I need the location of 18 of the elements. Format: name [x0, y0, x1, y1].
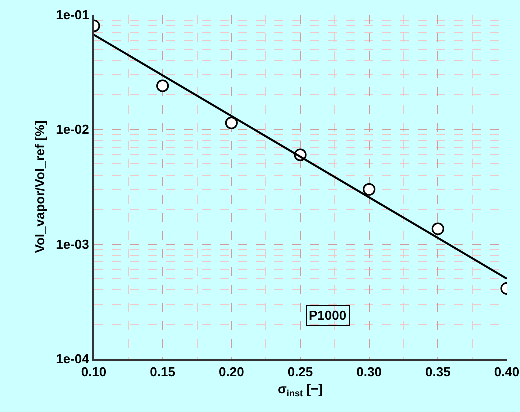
y-tick-label: 1e-01	[56, 8, 90, 23]
x-tick-label: 0.20	[219, 364, 244, 380]
point	[156, 80, 170, 92]
x-axis-title: σ$_{inst}$ [−]	[278, 382, 323, 398]
x-tick-label: 0.40	[494, 364, 520, 380]
annotation: P1000	[309, 308, 347, 323]
point	[363, 183, 376, 196]
y-axis-title: Vol_vapor/Vol_ref [%]	[32, 120, 48, 254]
y-tick-label: 1e-02	[56, 122, 90, 138]
y-tick-label: 1e-03	[56, 236, 90, 252]
y-tick-label: 1e-04	[56, 352, 90, 367]
x-tick-label: 0.30	[356, 364, 382, 380]
point	[225, 116, 238, 130]
x-tick-label: 0.15	[150, 364, 176, 380]
x-tick-label: 0.10	[81, 364, 107, 380]
x-tick-label: 0.35	[426, 364, 451, 380]
x-tick-label: 0.25	[288, 364, 314, 380]
point	[432, 222, 444, 236]
